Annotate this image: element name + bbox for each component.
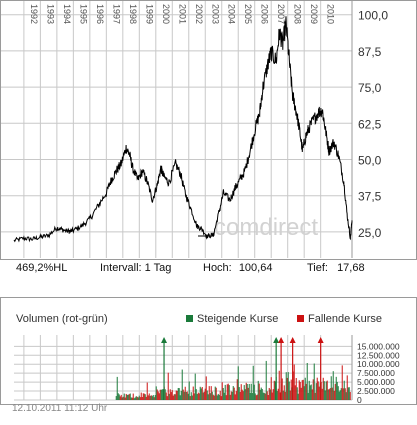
- volume-y-tick-labels: 15.000.00012.500.00010.000.0007.500.0005…: [357, 341, 400, 405]
- y-tick-label: 100,0: [358, 9, 388, 23]
- x-tick-labels: 1992 1993 1994 1995 1996 1997 1998 1999 2000 2001…: [29, 4, 336, 24]
- y-tick-label: 37,5: [358, 190, 382, 204]
- x-tick-label: 1994: [62, 4, 72, 24]
- volume-y-tick-label: 0: [357, 395, 362, 405]
- x-tick-label: 1997: [111, 4, 121, 24]
- high-stat: Hoch: 100,64: [203, 262, 272, 274]
- volume-y-tick-label: 5.000.000: [357, 377, 395, 387]
- y-tick-label: 75,0: [358, 81, 382, 95]
- legend-rising-swatch: [186, 315, 193, 322]
- x-tick-label: 1998: [128, 4, 138, 24]
- low-value: 17,68: [337, 262, 365, 274]
- overflow-arrow-head: [273, 337, 280, 343]
- low-stat: Tief: 17,68: [307, 262, 365, 274]
- x-tick-label: 2004: [227, 4, 237, 24]
- overflow-arrow-head: [161, 337, 168, 343]
- volume-y-tick-label: 15.000.000: [357, 341, 400, 351]
- interval-stat: Intervall: 1 Tag: [100, 262, 172, 274]
- volume-title: Volumen (rot-grün): [16, 313, 108, 325]
- volume-bars: [115, 360, 351, 400]
- volume-y-tick-label: 7.500.000: [357, 368, 395, 378]
- watermark: comdirect: [214, 214, 318, 241]
- low-label: Tief:: [307, 262, 328, 274]
- legend-rising: Steigende Kurse: [186, 313, 278, 325]
- overflow-arrow-head: [289, 337, 296, 343]
- x-tick-label: 2001: [177, 4, 187, 24]
- x-tick-label: 1995: [78, 4, 88, 24]
- price-chart: comdirect 1992 1993 1994 1995 1996 1997 1998 19…: [0, 0, 417, 260]
- y-tick-label: 50,0: [358, 154, 382, 168]
- high-label: Hoch:: [203, 262, 232, 274]
- overflow-arrows: [161, 337, 324, 400]
- volume-chart: 15.000.00012.500.00010.000.0007.500.0005…: [0, 297, 417, 405]
- x-tick-label: 2002: [194, 4, 204, 24]
- x-tick-label: 1996: [95, 4, 105, 24]
- legend-falling: Fallende Kurse: [297, 313, 382, 325]
- x-tick-label: 2006: [260, 4, 270, 24]
- y-tick-label: 25,0: [358, 226, 382, 240]
- x-tick-label: 1993: [45, 4, 55, 24]
- x-tick-label: 2008: [293, 4, 303, 24]
- chart-frame: [0, 0, 417, 260]
- legend-falling-swatch: [297, 315, 304, 322]
- price-grid: [1, 1, 353, 258]
- x-tick-label: 1992: [29, 4, 39, 24]
- performance-stat: 469,2%HL: [16, 262, 68, 274]
- volume-y-tick-label: 2.500.000: [357, 386, 395, 396]
- timestamp: 12.10.2011 11:12 Uhr: [12, 403, 108, 414]
- y-tick-label: 87,5: [358, 45, 382, 59]
- x-tick-label: 2010: [326, 4, 336, 24]
- high-value: 100,64: [238, 262, 273, 274]
- x-tick-label: 2007: [276, 4, 286, 24]
- y-tick-labels: 100,0 87,5 75,0 62,5 50,0 37,5 25,0: [358, 9, 388, 240]
- x-tick-label: 2003: [210, 4, 220, 24]
- x-tick-label: 2000: [161, 4, 171, 24]
- volume-y-tick-label: 10.000.000: [357, 359, 400, 369]
- legend-rising-label: Steigende Kurse: [197, 313, 279, 325]
- x-tick-label: 2005: [243, 4, 253, 24]
- overflow-arrow-head: [317, 337, 324, 343]
- y-tick-label: 62,5: [358, 117, 382, 131]
- x-tick-label: 2009: [309, 4, 319, 24]
- overflow-arrow-head: [278, 337, 285, 343]
- x-tick-label: 1999: [144, 4, 154, 24]
- legend-falling-label: Fallende Kurse: [308, 313, 382, 325]
- volume-y-tick-label: 12.500.000: [357, 350, 400, 360]
